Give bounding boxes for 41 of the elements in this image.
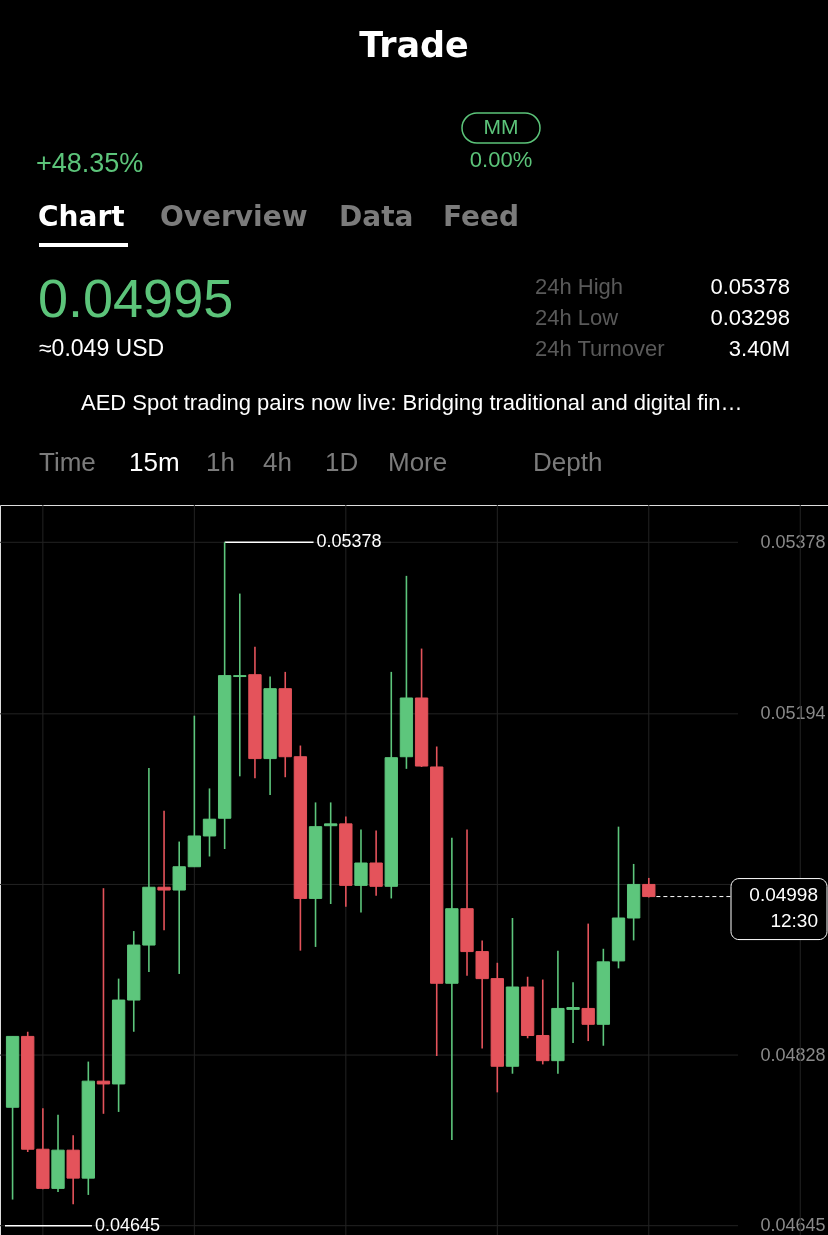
ref-line-label: 0.04998 12:30: [749, 883, 818, 931]
candlestick: [354, 828, 368, 914]
candlestick: [202, 787, 217, 858]
y-tick-label: 0.04828: [760, 1044, 826, 1065]
text: +48.35%: [36, 148, 144, 178]
candlestick: [96, 887, 111, 1115]
text: 1D: [325, 447, 359, 477]
text: MM: [483, 115, 519, 138]
text: More: [388, 447, 448, 477]
y-tick-label: 0.05378: [760, 531, 826, 552]
text: ≈0.049 USD: [39, 335, 165, 361]
text: 15m: [129, 447, 180, 477]
ref-line-label: 0.04645: [94, 1214, 161, 1235]
text: 0.00%: [469, 147, 533, 172]
text: AED Spot trading pairs now live: Bridging traditional and digital fin…: [81, 390, 743, 415]
text: Feed: [443, 200, 520, 233]
candlestick: [172, 840, 186, 975]
y-tick-label: 0.05194: [760, 703, 826, 724]
candlestick: [324, 801, 338, 905]
text: Chart: [38, 200, 125, 233]
text: 4h: [263, 447, 292, 477]
text: Data: [339, 200, 414, 233]
text: Time: [39, 447, 96, 477]
text: 24h Turnover: [535, 336, 665, 361]
text: Overview: [160, 200, 308, 233]
ref-line-label: 0.05378: [316, 531, 382, 552]
chart-title: Trade: [359, 25, 469, 65]
text: 0.03298: [710, 305, 790, 330]
candlestick: [369, 829, 383, 897]
text: 0.05378: [710, 274, 790, 299]
text: 1h: [206, 447, 235, 477]
y-tick-label: 0.04645: [760, 1215, 826, 1235]
text: 24h High: [535, 274, 624, 299]
text: 3.40M: [728, 336, 790, 361]
candlestick: [157, 810, 171, 931]
text: Depth: [533, 447, 603, 477]
candlestick: [642, 877, 656, 899]
candlestick: [581, 922, 595, 1042]
text: 0.04995: [38, 268, 234, 328]
candlestick: [233, 592, 247, 778]
text: 24h Low: [535, 305, 619, 330]
